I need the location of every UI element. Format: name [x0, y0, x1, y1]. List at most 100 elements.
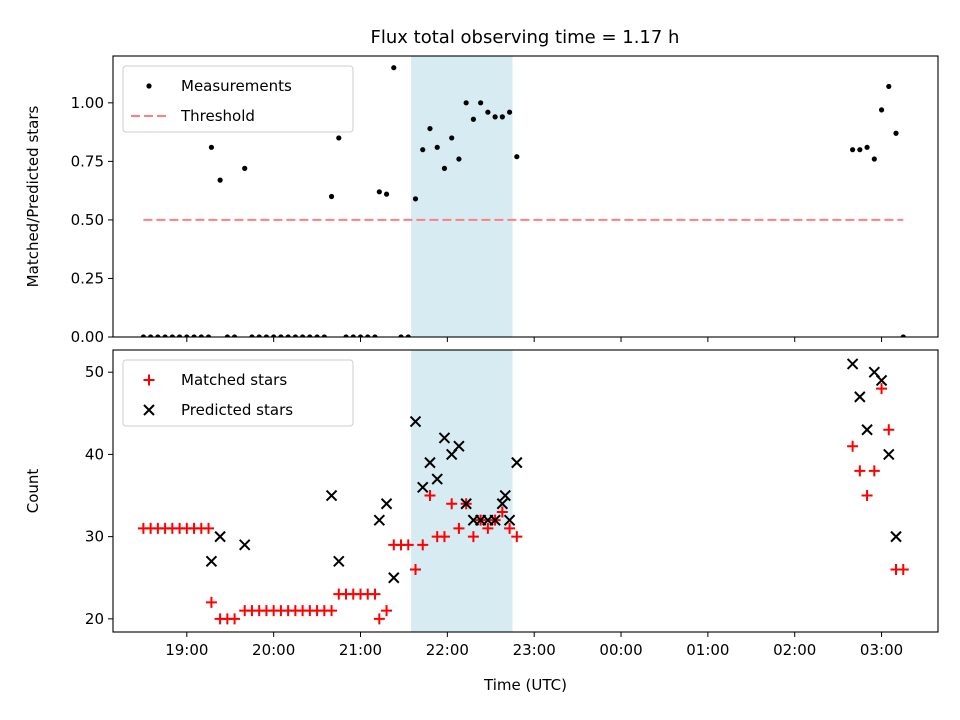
legend-x-swatch	[143, 404, 155, 416]
measurement-point	[191, 334, 197, 337]
plus-marker	[410, 564, 421, 576]
predicted-star-point	[373, 514, 386, 526]
measurement-point	[184, 334, 190, 337]
legend-label: Predicted stars	[181, 401, 293, 419]
predicted-star-point	[409, 415, 422, 428]
measurement-point	[278, 334, 284, 337]
matched-star-point	[373, 613, 385, 625]
y-tick-label: 0.75	[71, 152, 104, 170]
matched-star-point	[417, 539, 429, 551]
measurement-point	[365, 334, 371, 337]
plus-marker	[326, 605, 338, 617]
measurement-point	[271, 334, 277, 337]
matched-star-point	[847, 440, 859, 452]
measurement-point	[478, 100, 484, 106]
matched-star-point	[402, 539, 414, 551]
measurement-point	[307, 334, 313, 337]
measurement-point	[871, 156, 877, 162]
x-marker	[214, 530, 226, 543]
x-marker	[388, 572, 400, 584]
x-marker	[511, 456, 523, 469]
predicted-star-point	[875, 374, 888, 387]
y-tick-label: 1.00	[71, 94, 104, 112]
matched-star-point	[861, 490, 873, 502]
measurement-point	[169, 334, 175, 337]
measurement-point	[420, 147, 426, 153]
predicted-star-point	[438, 432, 451, 444]
plus-marker	[467, 531, 479, 543]
matched-star-point	[205, 596, 217, 608]
plus-marker	[203, 522, 215, 534]
measurement-point	[893, 130, 899, 136]
measurement-point	[256, 334, 262, 337]
legend: Measurements Threshold	[122, 65, 354, 133]
x-marker	[431, 473, 443, 485]
x-marker	[496, 498, 509, 510]
plus-marker	[369, 588, 381, 600]
measurement-point	[449, 135, 455, 141]
plus-marker	[446, 498, 458, 510]
predicted-star-point	[890, 530, 902, 543]
measurement-point	[155, 334, 161, 337]
measurement-point	[350, 334, 356, 337]
measurement-point	[376, 189, 382, 195]
measurement-point	[285, 334, 291, 337]
measurement-point	[470, 116, 476, 122]
measurement-point	[198, 334, 204, 337]
predicted-star-point	[883, 448, 895, 461]
x-tick-label: 20:00	[252, 641, 295, 659]
x-tick-label: 22:00	[426, 641, 469, 659]
measurement-point	[900, 334, 906, 337]
matched-star-point	[511, 531, 523, 543]
matched-star-point	[868, 465, 880, 477]
plus-marker	[229, 613, 241, 625]
predicted-star-point	[380, 498, 393, 510]
matched-star-point	[229, 613, 241, 625]
measurement-point	[336, 135, 342, 141]
measurement-point	[850, 147, 856, 153]
matched-star-point	[876, 383, 888, 395]
predicted-star-point	[453, 440, 465, 452]
x-tick-label: 19:00	[165, 641, 208, 659]
count-panel: 20 30 40 50 19:00 20:00 21:00 22:00 23:00 00:00 01…	[24, 349, 939, 694]
predicted-star-point	[511, 456, 523, 469]
matched-star-point	[482, 522, 494, 534]
x-tick-label: 02:00	[773, 641, 816, 659]
measurement-point	[886, 83, 892, 90]
plus-marker	[504, 522, 516, 534]
ratio-panel: 0.00 0.25 0.50 0.75 1.00 Matched/Predicted st…	[24, 55, 939, 346]
predicted-star-point	[205, 555, 218, 568]
legend-dot-swatch	[146, 83, 152, 89]
measurement-point	[357, 334, 364, 337]
matched-star-point	[854, 465, 866, 477]
plus-marker	[402, 539, 414, 551]
plus-marker	[205, 596, 217, 608]
x-marker	[417, 481, 429, 494]
legend: Matched stars Predicted stars	[122, 359, 354, 427]
x-marker	[424, 456, 436, 469]
predicted-star-point	[388, 572, 400, 584]
predicted-star-point	[333, 555, 345, 568]
x-tick-label: 01:00	[686, 641, 729, 659]
measurement-point	[217, 177, 223, 183]
plus-marker	[373, 613, 385, 625]
plus-marker	[847, 440, 859, 452]
measurement-point	[321, 334, 327, 337]
predicted-star-point	[424, 456, 436, 469]
observing-window-span	[411, 350, 513, 632]
plot-area	[140, 65, 906, 337]
measurement-point	[506, 109, 513, 115]
x-marker	[333, 555, 345, 568]
predicted-star-point	[460, 498, 472, 510]
y-tick-label: 0.50	[71, 211, 104, 229]
measurement-point	[463, 100, 469, 106]
plus-marker	[854, 465, 866, 477]
legend-box	[122, 65, 354, 133]
measurement-point	[434, 144, 440, 150]
x-marker	[409, 415, 422, 428]
x-marker	[883, 448, 895, 461]
plus-marker	[511, 531, 523, 543]
matched-star-point	[203, 522, 215, 534]
x-marker	[854, 391, 866, 403]
x-marker	[460, 498, 472, 510]
